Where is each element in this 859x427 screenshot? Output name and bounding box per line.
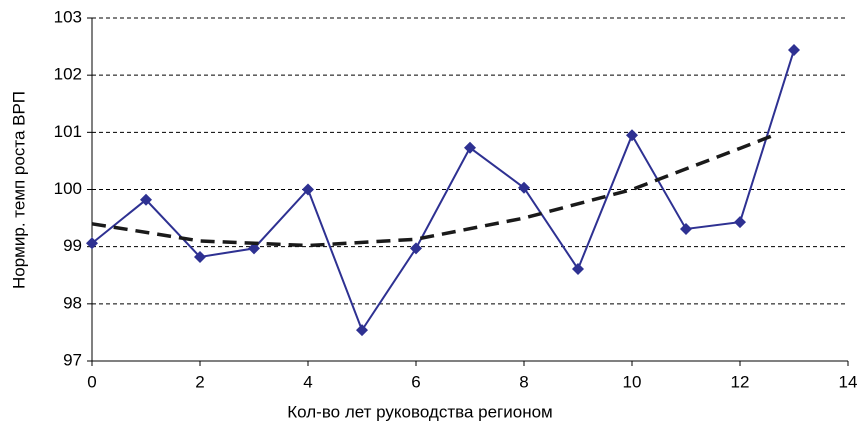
- y-tick-label: 97: [63, 350, 82, 369]
- x-tick-label: 0: [87, 372, 96, 391]
- x-tick-label: 12: [731, 372, 750, 391]
- marker: [140, 193, 152, 206]
- marker: [788, 44, 800, 57]
- y-tick-label: 100: [54, 179, 82, 198]
- y-axis-label: Нормир. темп роста ВРП: [9, 91, 28, 289]
- x-tick-label: 4: [303, 372, 312, 391]
- marker: [248, 242, 260, 255]
- marker: [356, 324, 368, 337]
- x-tick-label: 2: [195, 372, 204, 391]
- series-line: [91, 49, 795, 333]
- x-axis-label: Кол-во лет руководства регионом: [287, 402, 552, 421]
- marker: [626, 129, 638, 142]
- marker: [518, 181, 530, 194]
- marker: [302, 183, 314, 196]
- x-tick-label: 10: [623, 372, 642, 391]
- marker: [734, 216, 746, 229]
- y-tick-label: 99: [63, 236, 82, 255]
- marker: [86, 237, 98, 250]
- trend-line: [91, 134, 774, 248]
- marker: [410, 242, 422, 255]
- y-tick-label: 98: [63, 293, 82, 312]
- x-tick-label: 6: [411, 372, 420, 391]
- marker: [680, 222, 692, 235]
- y-tick-label: 101: [54, 122, 82, 141]
- y-tick-label: 102: [54, 65, 82, 84]
- y-tick-label: 103: [54, 7, 82, 26]
- marker: [464, 141, 476, 154]
- marker: [572, 262, 584, 275]
- marker: [194, 250, 206, 263]
- x-tick-label: 14: [839, 372, 858, 391]
- x-tick-label: 8: [519, 372, 528, 391]
